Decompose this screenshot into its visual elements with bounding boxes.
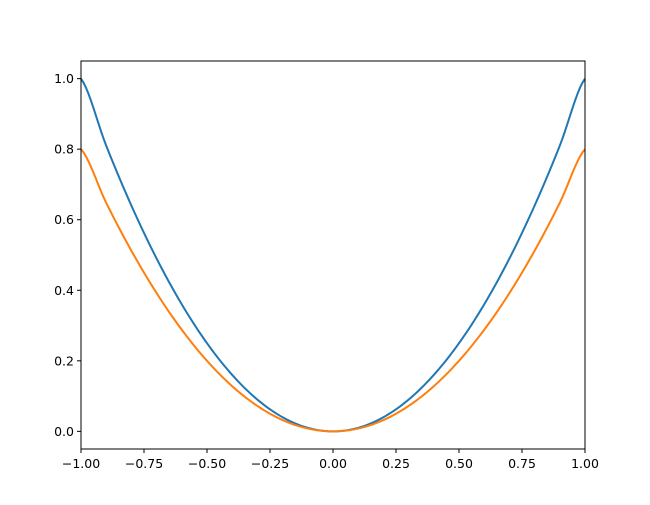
x-tick-label: −1.00 xyxy=(62,456,100,471)
y-tick-label: 0.6 xyxy=(54,212,74,227)
y-tick-label: 0.2 xyxy=(54,353,74,368)
y-tick-label: 0.0 xyxy=(54,424,74,439)
x-tick-label: 0.25 xyxy=(382,456,410,471)
x-tick-label: 0.75 xyxy=(508,456,536,471)
x-tick-label: 1.00 xyxy=(571,456,599,471)
x-tick-label: 0.50 xyxy=(445,456,473,471)
y-tick-label: 0.8 xyxy=(54,142,74,157)
x-tick-label: −0.25 xyxy=(251,456,289,471)
series-layer xyxy=(80,78,586,433)
axes-frame xyxy=(80,60,586,450)
x-tick-label: −0.50 xyxy=(188,456,226,471)
x-tick-label: 0.00 xyxy=(319,456,347,471)
y-tick-label: 1.0 xyxy=(54,71,74,86)
series-line-1 xyxy=(80,78,586,433)
series-line-2 xyxy=(80,148,586,433)
x-tick-label: −0.75 xyxy=(125,456,163,471)
y-tick-label: 0.4 xyxy=(54,283,74,298)
axes-layer: −1.00 −0.75 −0.50 −0.25 0.00 0.25 0.50 0.75 1.00… xyxy=(54,60,599,471)
